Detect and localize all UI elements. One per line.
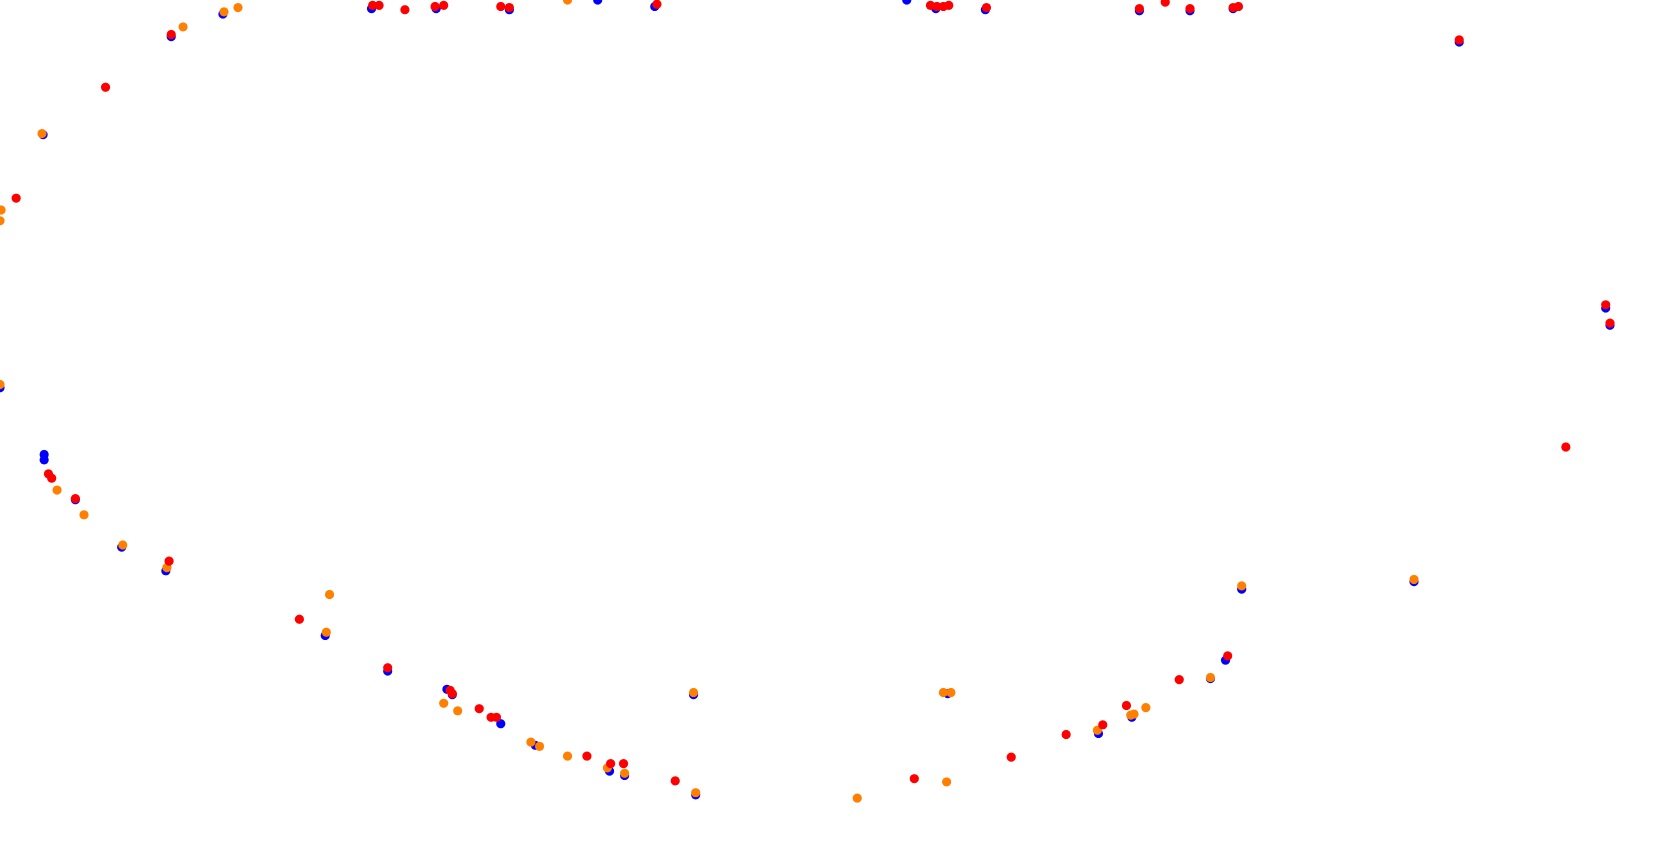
point [1121, 700, 1132, 711]
point [383, 663, 393, 673]
point [1141, 703, 1151, 713]
point [534, 741, 545, 751]
point [944, 0, 954, 10]
point [37, 128, 47, 139]
point [70, 494, 80, 504]
point [453, 706, 463, 716]
point [233, 2, 243, 13]
point [1605, 318, 1615, 328]
point [1237, 581, 1247, 591]
point [294, 614, 304, 624]
point [52, 485, 62, 495]
point [938, 687, 948, 698]
point [79, 510, 89, 520]
point [219, 7, 229, 17]
point [1223, 651, 1233, 661]
point [1129, 709, 1139, 719]
point [439, 0, 449, 10]
point [652, 0, 662, 9]
point [47, 473, 57, 483]
point [474, 704, 484, 714]
point [1006, 752, 1016, 762]
point [430, 1, 440, 12]
point [620, 768, 630, 778]
point [0, 205, 6, 215]
point [688, 687, 699, 698]
point [1061, 729, 1071, 740]
point [852, 793, 862, 803]
point [942, 777, 952, 787]
point [1561, 442, 1571, 452]
point [946, 687, 956, 698]
point [321, 627, 331, 637]
point [1409, 574, 1419, 585]
point [178, 22, 188, 32]
point [166, 29, 176, 40]
point [164, 556, 174, 566]
point [1160, 0, 1170, 7]
point [374, 0, 384, 10]
point [447, 689, 457, 699]
point [368, 0, 378, 10]
point [1134, 4, 1144, 14]
point [400, 5, 410, 15]
point [491, 712, 502, 722]
point [504, 2, 514, 13]
point [670, 776, 680, 786]
point [562, 0, 573, 5]
point [932, 1, 942, 12]
point [1174, 674, 1184, 685]
point [439, 698, 449, 708]
point [1233, 1, 1244, 12]
point [0, 379, 5, 390]
point [496, 1, 506, 12]
point [526, 737, 536, 747]
point [691, 788, 701, 798]
point [1601, 300, 1611, 310]
point [496, 719, 506, 729]
point [909, 774, 919, 784]
point [1205, 672, 1216, 683]
point [0, 216, 5, 226]
point [618, 759, 629, 769]
point [324, 589, 335, 600]
point [11, 193, 21, 203]
point [902, 0, 912, 5]
point [1098, 720, 1108, 730]
point [562, 751, 573, 761]
point [593, 0, 603, 5]
point [582, 751, 592, 761]
point [118, 540, 128, 550]
point [606, 759, 616, 769]
point [39, 455, 49, 465]
point [1454, 35, 1464, 45]
point [981, 2, 992, 13]
point [1185, 4, 1195, 14]
point [100, 82, 111, 92]
